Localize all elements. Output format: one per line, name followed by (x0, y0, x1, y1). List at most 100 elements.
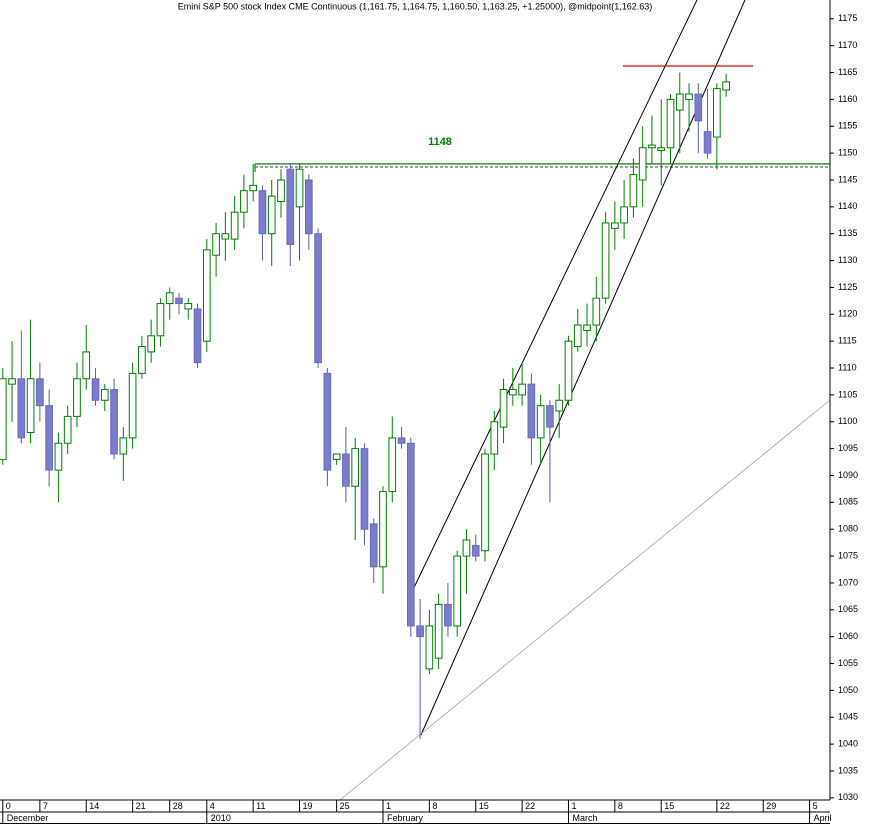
candle-body (453, 555, 462, 627)
y-tick-label: 1085 (838, 497, 858, 507)
y-tick-label: 1140 (838, 201, 857, 211)
candle-body (82, 351, 91, 380)
y-tick-label: 1135 (838, 228, 857, 238)
y-tick-label: 1045 (838, 712, 858, 722)
y-tick-label: 1130 (838, 255, 857, 265)
candle-body (295, 168, 304, 208)
trend-line (339, 399, 831, 801)
month-label: February (387, 813, 424, 823)
y-tick-label: 1170 (838, 40, 857, 50)
trend-line (407, 0, 698, 601)
month-label: March (572, 813, 597, 823)
candle-body (286, 168, 295, 245)
candle-body (258, 190, 267, 235)
y-tick-label: 1065 (838, 604, 858, 614)
y-tick-label: 1100 (838, 416, 857, 426)
x-tick-label: 29 (766, 801, 776, 811)
x-tick-label: 25 (340, 801, 350, 811)
candle-body (304, 179, 313, 235)
y-tick-label: 1055 (838, 658, 858, 668)
y-tick-label: 1145 (838, 174, 857, 184)
candle-body (17, 378, 26, 439)
x-tick-label: 22 (525, 801, 535, 811)
candle-body (54, 442, 63, 471)
candle-body (369, 523, 378, 568)
candle-body (397, 437, 406, 444)
candle-body (648, 144, 656, 149)
candle-body (332, 453, 341, 460)
y-tick-label: 1120 (838, 309, 857, 319)
y-tick-label: 1080 (838, 524, 858, 534)
y-tick-label: 1050 (838, 685, 858, 695)
candle-body (499, 389, 508, 428)
candle-body (629, 174, 638, 208)
candle-body (536, 405, 545, 439)
candle-body (202, 249, 211, 342)
chart-title: Emini S&P 500 stock Index CME Continuous… (178, 1, 653, 11)
trend-line (420, 0, 746, 736)
x-tick-label: 8 (432, 801, 437, 811)
candle-body (490, 421, 499, 455)
month-label: 2010 (211, 813, 231, 823)
candle-body (564, 340, 573, 401)
y-tick-label: 1060 (838, 631, 858, 641)
y-tick-label: 1160 (838, 94, 857, 104)
candle-body (360, 448, 369, 530)
candle-body (425, 625, 434, 670)
candle-body (713, 88, 721, 138)
candle-body (8, 378, 16, 385)
candle-body (722, 81, 730, 91)
y-tick-label: 1095 (838, 443, 858, 453)
x-tick-label: 4 (210, 801, 215, 811)
candle-body (221, 233, 230, 240)
candle-body (240, 190, 248, 213)
y-tick-label: 1105 (838, 389, 857, 399)
candle-body (110, 389, 118, 455)
candle-body (0, 378, 7, 460)
x-tick-label: 8 (618, 801, 623, 811)
candle-body (26, 378, 35, 434)
candle-body (184, 303, 193, 310)
y-tick-label: 1125 (838, 282, 857, 292)
x-tick-label: 21 (136, 801, 146, 811)
y-tick-label: 1070 (838, 577, 858, 587)
candle-body (156, 303, 165, 337)
candle-body (611, 222, 619, 229)
candle-body (573, 324, 582, 348)
candle-body (147, 335, 156, 353)
candle-body (119, 437, 128, 455)
candle-body (620, 206, 628, 224)
candle-body (249, 184, 258, 192)
y-tick-label: 1035 (838, 765, 858, 775)
candle-body (703, 131, 712, 154)
candle-body (323, 372, 332, 471)
candle-body (379, 491, 387, 568)
candle-body (601, 222, 610, 299)
candle-body (555, 399, 564, 412)
candle-body (230, 211, 239, 240)
candle-body (508, 389, 517, 396)
y-tick-label: 1155 (838, 121, 857, 131)
y-tick-label: 1040 (838, 738, 858, 748)
x-tick-label: 1 (386, 801, 391, 811)
y-tick-label: 1075 (838, 550, 858, 560)
candle-body (583, 324, 591, 331)
x-tick-label: 14 (89, 801, 99, 811)
candle-body (212, 233, 220, 256)
y-tick-label: 1175 (838, 13, 857, 23)
candle-body (314, 233, 322, 364)
reference-label: 1148 (428, 136, 452, 148)
candle-body (406, 442, 415, 627)
candle-body (351, 448, 360, 487)
candle-body (193, 308, 202, 364)
candle-body (657, 147, 666, 151)
y-tick-label: 1110 (838, 362, 857, 372)
candle-body (638, 147, 647, 181)
candle-body (63, 415, 72, 444)
candle-body (444, 603, 452, 627)
candle-body (416, 625, 424, 638)
candle-body (518, 383, 526, 396)
y-tick-label: 1165 (838, 67, 857, 77)
x-tick-label: 15 (479, 801, 489, 811)
candle-body (277, 179, 285, 202)
